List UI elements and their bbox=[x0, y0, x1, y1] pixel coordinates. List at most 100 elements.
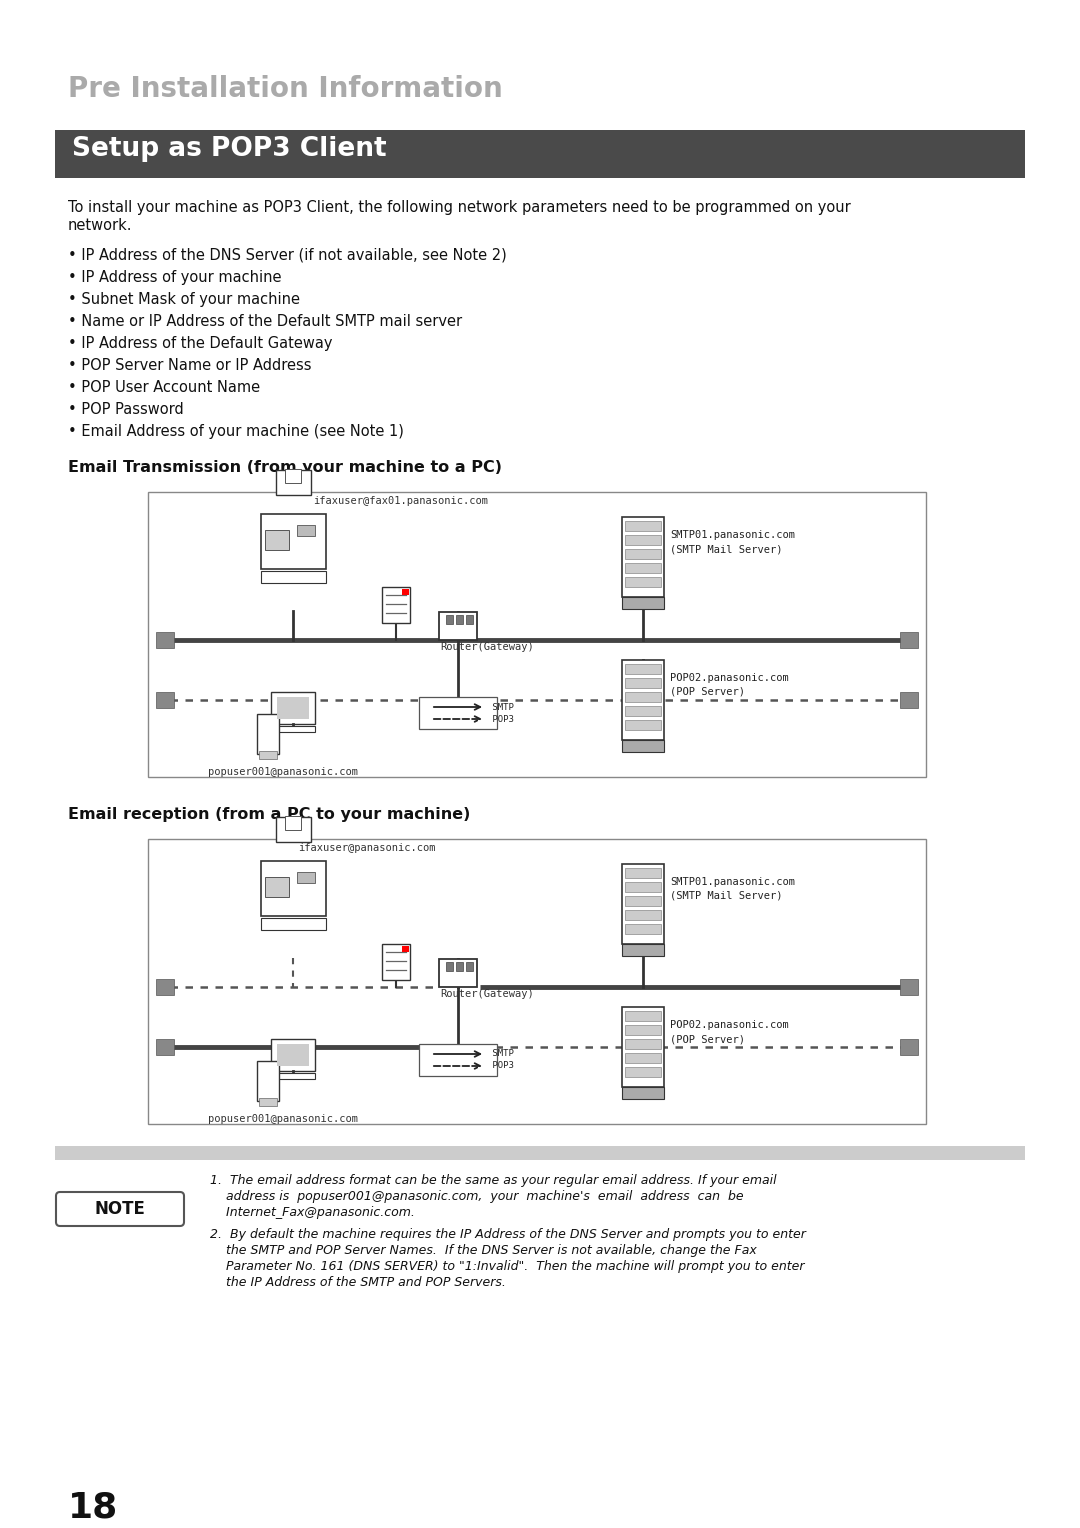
Text: • Subnet Mask of your machine: • Subnet Mask of your machine bbox=[68, 292, 300, 307]
Bar bbox=[265, 530, 289, 550]
Bar bbox=[276, 1044, 309, 1067]
Bar bbox=[55, 1146, 1025, 1160]
Bar bbox=[276, 817, 311, 842]
Bar bbox=[271, 1039, 315, 1071]
Bar bbox=[625, 562, 661, 573]
Text: Email Transmission (from your machine to a PC): Email Transmission (from your machine to… bbox=[68, 460, 502, 475]
Bar bbox=[625, 895, 661, 906]
Bar bbox=[625, 706, 661, 717]
Text: Parameter No. 161 (DNS SERVER) to "1:Invalid".  Then the machine will prompt you: Parameter No. 161 (DNS SERVER) to "1:Inv… bbox=[210, 1261, 805, 1273]
Bar bbox=[419, 697, 497, 729]
Bar bbox=[148, 839, 926, 1125]
Bar bbox=[261, 513, 326, 568]
Bar bbox=[285, 469, 301, 483]
Text: • POP Password: • POP Password bbox=[68, 402, 184, 417]
Text: (SMTP Mail Server): (SMTP Mail Server) bbox=[670, 544, 783, 555]
Text: Email reception (from a PC to your machine): Email reception (from a PC to your machi… bbox=[68, 807, 471, 822]
Bar bbox=[271, 726, 315, 732]
Bar bbox=[156, 633, 174, 648]
Bar bbox=[402, 588, 409, 594]
Text: Router(Gateway): Router(Gateway) bbox=[440, 642, 534, 652]
Bar bbox=[438, 960, 477, 987]
Bar bbox=[261, 918, 326, 931]
Bar bbox=[622, 660, 664, 740]
Bar bbox=[382, 587, 410, 623]
Text: Internet_Fax@panasonic.com.: Internet_Fax@panasonic.com. bbox=[210, 1206, 415, 1219]
Text: POP02.panasonic.com: POP02.panasonic.com bbox=[670, 672, 788, 683]
Bar bbox=[622, 944, 664, 957]
Bar bbox=[625, 578, 661, 587]
Bar bbox=[261, 860, 326, 915]
Bar bbox=[625, 868, 661, 879]
Bar bbox=[438, 613, 477, 640]
Text: (SMTP Mail Server): (SMTP Mail Server) bbox=[670, 891, 783, 902]
Text: NOTE: NOTE bbox=[95, 1199, 146, 1218]
Text: 2.  By default the machine requires the IP Address of the DNS Server and prompts: 2. By default the machine requires the I… bbox=[210, 1229, 806, 1241]
Bar bbox=[156, 979, 174, 995]
Bar bbox=[625, 521, 661, 532]
Bar bbox=[625, 911, 661, 920]
Bar bbox=[465, 614, 473, 623]
Text: address is  popuser001@panasonic.com,  your  machine's  email  address  can  be: address is popuser001@panasonic.com, you… bbox=[210, 1190, 744, 1203]
Text: the SMTP and POP Server Names.  If the DNS Server is not available, change the F: the SMTP and POP Server Names. If the DN… bbox=[210, 1244, 757, 1258]
Bar bbox=[622, 1007, 664, 1086]
Bar bbox=[622, 1086, 664, 1099]
Text: network.: network. bbox=[68, 219, 133, 232]
Bar bbox=[265, 877, 289, 897]
Bar bbox=[156, 1039, 174, 1054]
Text: Setup as POP3 Client: Setup as POP3 Client bbox=[72, 136, 387, 162]
Bar bbox=[276, 697, 309, 720]
Bar bbox=[257, 714, 279, 753]
Text: Pre Installation Information: Pre Installation Information bbox=[68, 75, 503, 102]
Bar bbox=[456, 614, 463, 623]
Text: ifaxuser@fax01.panasonic.com: ifaxuser@fax01.panasonic.com bbox=[313, 497, 488, 506]
Bar bbox=[900, 633, 918, 648]
Bar bbox=[382, 944, 410, 979]
Bar bbox=[622, 740, 664, 752]
Bar bbox=[297, 872, 315, 883]
Bar bbox=[271, 692, 315, 724]
Bar bbox=[259, 1099, 276, 1106]
Bar bbox=[622, 863, 664, 944]
Text: (POP Server): (POP Server) bbox=[670, 688, 745, 697]
Bar bbox=[257, 1060, 279, 1102]
Text: • IP Address of your machine: • IP Address of your machine bbox=[68, 270, 282, 286]
Bar bbox=[276, 471, 311, 495]
Text: SMTP: SMTP bbox=[487, 1050, 514, 1059]
Bar bbox=[625, 882, 661, 892]
Bar bbox=[622, 516, 664, 597]
Text: SMTP01.panasonic.com: SMTP01.panasonic.com bbox=[670, 877, 795, 886]
Bar bbox=[625, 924, 661, 934]
Bar bbox=[625, 1012, 661, 1021]
Text: POP3: POP3 bbox=[487, 1062, 514, 1071]
Bar bbox=[625, 678, 661, 688]
Text: POP02.panasonic.com: POP02.panasonic.com bbox=[670, 1021, 788, 1030]
Bar bbox=[625, 549, 661, 559]
Text: 1.  The email address format can be the same as your regular email address. If y: 1. The email address format can be the s… bbox=[210, 1174, 777, 1187]
Bar bbox=[261, 571, 326, 584]
Text: • Name or IP Address of the Default SMTP mail server: • Name or IP Address of the Default SMTP… bbox=[68, 313, 462, 329]
Text: popuser001@panasonic.com: popuser001@panasonic.com bbox=[208, 767, 357, 778]
Text: SMTP01.panasonic.com: SMTP01.panasonic.com bbox=[670, 530, 795, 539]
Text: the IP Address of the SMTP and POP Servers.: the IP Address of the SMTP and POP Serve… bbox=[210, 1276, 505, 1290]
Text: (POP Server): (POP Server) bbox=[670, 1034, 745, 1044]
Bar bbox=[900, 979, 918, 995]
Bar bbox=[285, 816, 301, 830]
Bar bbox=[297, 526, 315, 536]
FancyBboxPatch shape bbox=[56, 1192, 184, 1225]
Bar bbox=[156, 692, 174, 707]
Bar bbox=[456, 963, 463, 970]
Bar bbox=[402, 946, 409, 952]
Text: • IP Address of the Default Gateway: • IP Address of the Default Gateway bbox=[68, 336, 333, 351]
Bar bbox=[622, 597, 664, 610]
Text: POP3: POP3 bbox=[487, 715, 514, 723]
Bar bbox=[900, 692, 918, 707]
Bar bbox=[625, 720, 661, 730]
Bar bbox=[625, 692, 661, 701]
Text: • Email Address of your machine (see Note 1): • Email Address of your machine (see Not… bbox=[68, 423, 404, 439]
Bar bbox=[900, 1039, 918, 1054]
Bar bbox=[148, 492, 926, 778]
Bar bbox=[446, 614, 453, 623]
Bar bbox=[625, 665, 661, 674]
Bar bbox=[625, 1053, 661, 1063]
